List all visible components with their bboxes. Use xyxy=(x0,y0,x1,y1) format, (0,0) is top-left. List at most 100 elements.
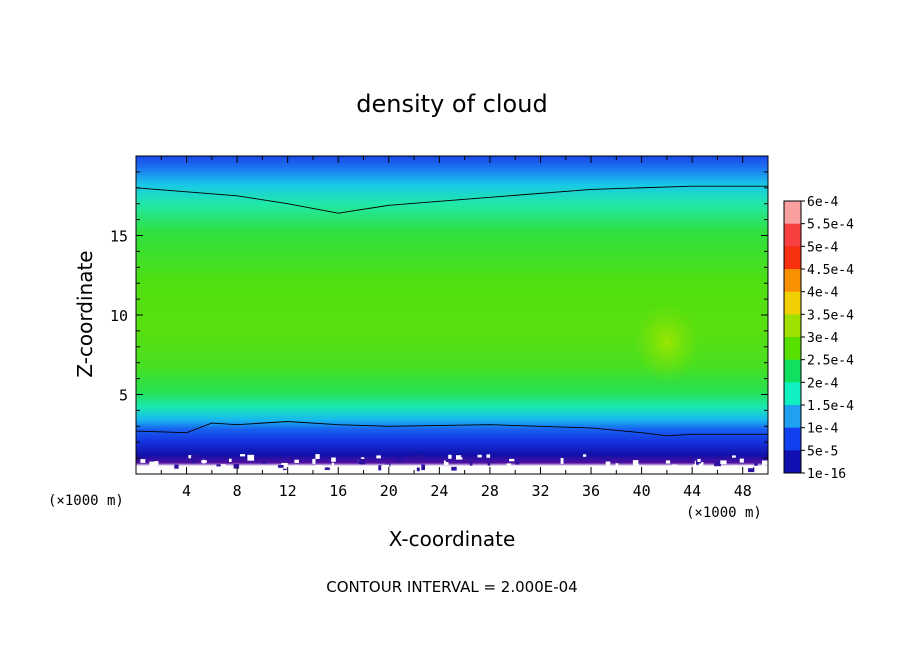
contour-line-1 xyxy=(135,185,768,214)
texture-speck xyxy=(376,455,381,459)
texture-speck xyxy=(414,455,422,460)
colorbar-label: 1e-16 xyxy=(807,467,846,482)
texture-speck xyxy=(324,467,330,470)
colorbar-swatch xyxy=(784,201,801,225)
colorbar-swatch xyxy=(784,223,801,247)
texture-speck xyxy=(315,454,320,459)
texture-speck xyxy=(701,462,704,465)
texture-speck xyxy=(262,461,267,464)
texture-speck xyxy=(515,460,520,465)
texture-speck xyxy=(174,464,179,469)
colorbar-swatch xyxy=(784,314,801,338)
texture-speck xyxy=(247,454,255,461)
colorbar-label: 6e-4 xyxy=(807,195,838,210)
colorbar-swatch xyxy=(784,450,801,474)
texture-speck xyxy=(451,466,457,471)
texture-speck xyxy=(191,458,196,464)
y-tick-label: 5 xyxy=(119,387,128,405)
texture-speck xyxy=(733,465,738,468)
texture-speck xyxy=(140,459,146,463)
colorbar-label: 3.5e-4 xyxy=(807,308,854,323)
texture-speck xyxy=(698,463,703,469)
texture-speck xyxy=(697,458,701,462)
texture-speck xyxy=(421,464,425,471)
colorbar-label: 2e-4 xyxy=(807,376,838,391)
x-tick-label: 32 xyxy=(531,482,549,500)
texture-speck xyxy=(229,458,232,462)
texture-speck xyxy=(445,462,449,465)
texture-speck xyxy=(294,459,299,463)
colorbar-label: 2.5e-4 xyxy=(807,354,854,369)
texture-speck xyxy=(509,458,515,462)
x-axis-ticks: 4 8 12 16 20 24 28 32 36 40 44 48 xyxy=(160,156,752,500)
texture-speck xyxy=(762,460,768,465)
y-axis-ticks: 5 10 15 xyxy=(110,171,768,459)
texture-speck xyxy=(240,454,246,457)
field-texture xyxy=(140,302,768,473)
colorbar: 6e-4 5.5e-4 5e-4 4.5e-4 4e-4 3.5e-4 3e-4 2.5e-4… xyxy=(783,195,854,482)
contour-line-2 xyxy=(135,421,768,437)
texture-speck xyxy=(443,460,446,465)
texture-speck xyxy=(739,458,744,463)
texture-speck xyxy=(762,463,765,468)
texture-speck xyxy=(688,456,691,462)
texture-speck xyxy=(477,454,482,458)
texture-speck xyxy=(754,462,758,466)
colorbar-label: 5.5e-4 xyxy=(807,218,854,233)
texture-speck xyxy=(378,465,382,471)
texture-speck xyxy=(456,455,463,460)
texture-speck xyxy=(584,467,589,471)
chart-title: density of cloud xyxy=(356,90,547,118)
texture-speck xyxy=(560,458,564,464)
x-tick-label: 28 xyxy=(481,482,499,500)
texture-speck xyxy=(149,461,156,467)
colorbar-swatch xyxy=(784,427,801,451)
texture-speck xyxy=(233,464,240,469)
y-tick-label: 15 xyxy=(110,228,128,246)
x-tick-label: 48 xyxy=(734,482,752,500)
texture-speck xyxy=(385,465,389,470)
colorbar-swatch xyxy=(784,359,801,383)
texture-speck xyxy=(331,462,335,468)
texture-speck xyxy=(448,454,452,459)
colorbar-label: 4.5e-4 xyxy=(807,263,854,278)
texture-speck xyxy=(746,465,754,469)
texture-speck xyxy=(605,461,611,466)
colorbar-swatch xyxy=(784,246,801,270)
x-tick-label: 20 xyxy=(380,482,398,500)
texture-speck xyxy=(672,464,678,471)
texture-speck xyxy=(281,462,288,469)
texture-speck xyxy=(380,466,386,473)
texture-speck xyxy=(154,461,159,466)
x-tick-label: 40 xyxy=(633,482,651,500)
colorbar-label: 1e-4 xyxy=(807,422,838,437)
texture-speck xyxy=(714,461,721,467)
texture-speck xyxy=(693,464,696,468)
colorbar-swatch xyxy=(784,382,801,406)
texture-speck xyxy=(486,454,491,458)
texture-speck xyxy=(312,458,316,464)
x-tick-label: 36 xyxy=(582,482,600,500)
texture-speck xyxy=(427,466,430,471)
colorbar-label: 4e-4 xyxy=(807,286,838,301)
texture-speck xyxy=(732,455,736,458)
texture-speck xyxy=(605,455,609,461)
texture-speck xyxy=(583,454,587,457)
x-tick-label: 16 xyxy=(329,482,347,500)
colorbar-label: 5e-5 xyxy=(807,444,838,459)
contour-interval-footer: CONTOUR INTERVAL = 2.000E-04 xyxy=(326,578,577,596)
texture-speck xyxy=(487,462,491,466)
colorbar-swatch xyxy=(784,291,801,315)
colorbar-swatch xyxy=(784,405,801,429)
x-unit-left: (×1000 m) xyxy=(48,493,124,509)
texture-speck xyxy=(720,460,727,465)
texture-speck xyxy=(469,460,473,466)
texture-speck xyxy=(540,457,544,461)
texture-speck xyxy=(331,457,336,462)
texture-speck xyxy=(358,459,366,465)
texture-speck xyxy=(635,464,639,469)
y-axis-label: Z-coordinate xyxy=(73,250,97,377)
texture-speck xyxy=(748,467,755,473)
texture-speck xyxy=(632,460,639,466)
